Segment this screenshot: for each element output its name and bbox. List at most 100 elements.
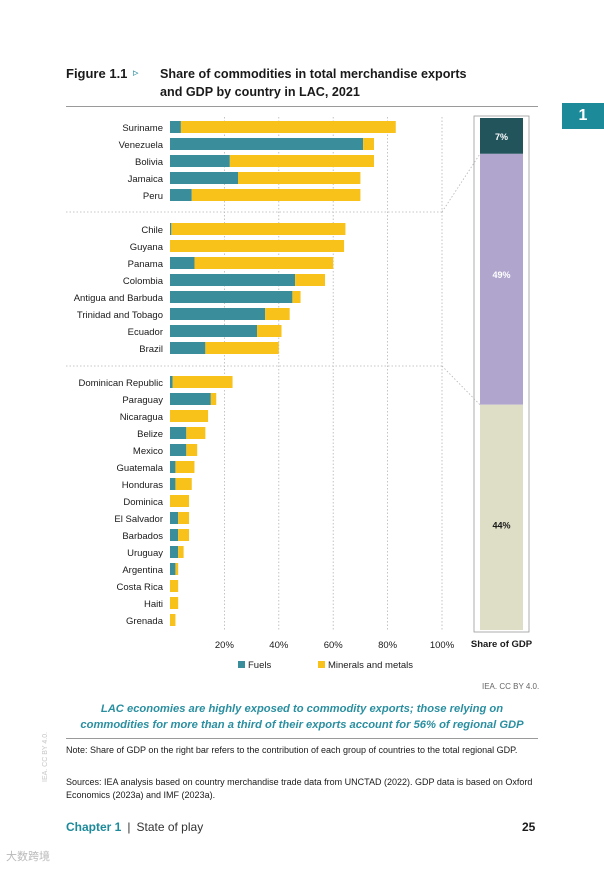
bar-minerals xyxy=(229,155,374,167)
x-tick-label: 40% xyxy=(269,640,289,651)
chart-source-note: IEA. CC BY 4.0. xyxy=(482,682,540,691)
bar-minerals xyxy=(205,342,279,354)
bar-minerals xyxy=(180,121,396,133)
legend-swatch-minerals xyxy=(318,661,325,668)
bar-minerals xyxy=(170,495,190,507)
gdp-share-segment xyxy=(480,118,523,154)
footer-separator: | xyxy=(127,820,131,834)
figure-title-line-1: Share of commodities in total merchandis… xyxy=(160,67,467,81)
bar-minerals xyxy=(178,529,190,541)
footer-chapter: Chapter 1 | State of play xyxy=(66,820,203,834)
category-label: Colombia xyxy=(123,276,164,287)
bar-minerals xyxy=(170,580,179,592)
x-tick-label: 100% xyxy=(430,640,455,651)
page-number: 25 xyxy=(522,820,536,834)
caption-divider xyxy=(66,738,538,739)
category-label: Barbados xyxy=(122,531,163,542)
watermark-logo: 大数跨境 xyxy=(6,851,50,863)
bar-minerals xyxy=(175,461,195,473)
bar-minerals xyxy=(257,325,282,337)
category-label: Panama xyxy=(128,259,164,270)
bar-minerals xyxy=(191,189,361,201)
category-label: Nicaragua xyxy=(120,412,164,423)
footer-chapter-label[interactable]: Chapter 1 xyxy=(66,820,122,834)
figure-caption: LAC economies are highly exposed to comm… xyxy=(66,701,538,733)
legend-label-minerals: Minerals and metals xyxy=(328,660,413,671)
top-divider xyxy=(66,106,538,107)
figure-note: Note: Share of GDP on the right bar refe… xyxy=(66,745,518,755)
category-label: Suriname xyxy=(122,123,163,134)
bar-minerals xyxy=(194,257,334,269)
bar-fuels xyxy=(170,325,258,337)
figure-sources: Sources: IEA analysis based on country m… xyxy=(66,777,533,800)
commodity-share-chart: 20% 40% 60% 80% 100% Suriname Venezuela Bolivia… xyxy=(66,115,533,671)
bar-fuels xyxy=(170,189,192,201)
bar-fuels xyxy=(170,563,176,575)
gdp-share-frame xyxy=(473,115,530,633)
bar-minerals xyxy=(178,512,190,524)
bar-fuels xyxy=(170,444,187,456)
bar-fuels xyxy=(170,512,179,524)
bar-minerals xyxy=(175,563,179,575)
figure-label: Figure 1.1 xyxy=(66,66,128,81)
bar-minerals xyxy=(238,172,361,184)
category-label: Honduras xyxy=(122,480,163,491)
bar-minerals xyxy=(178,546,184,558)
category-label: Dominican Republic xyxy=(79,378,164,389)
bar-fuels xyxy=(170,461,176,473)
gdp-share-label: 44% xyxy=(492,521,510,531)
bar-fuels xyxy=(170,376,173,388)
bar-minerals xyxy=(171,223,346,235)
bar-fuels xyxy=(170,155,230,167)
bar-fuels xyxy=(170,308,266,320)
category-label: Costa Rica xyxy=(117,582,164,593)
x-tick-label: 60% xyxy=(324,640,344,651)
figure-title: Share of commodities in total merchandis… xyxy=(160,65,480,101)
bar-fuels xyxy=(170,121,181,133)
category-label: Belize xyxy=(137,429,163,440)
caption-line-2: commodities for more than a third of the… xyxy=(80,719,524,731)
category-label: Chile xyxy=(141,225,163,236)
bar-minerals xyxy=(210,393,217,405)
category-label: Paraguay xyxy=(122,395,163,406)
bar-fuels xyxy=(170,478,176,490)
caption-line-1: LAC economies are highly exposed to comm… xyxy=(100,703,504,715)
bar-minerals xyxy=(170,240,345,252)
bar-minerals xyxy=(170,410,209,422)
bar-minerals xyxy=(292,291,301,303)
bar-fuels xyxy=(170,257,195,269)
bar-minerals xyxy=(363,138,374,150)
bar-fuels xyxy=(170,172,238,184)
bar-minerals xyxy=(186,427,206,439)
bar-fuels xyxy=(170,546,179,558)
category-label: Mexico xyxy=(133,446,163,457)
category-label: Ecuador xyxy=(128,327,163,338)
category-label: Grenada xyxy=(126,616,164,627)
chapter-tab[interactable]: 1 xyxy=(562,103,604,129)
category-label: Guatemala xyxy=(117,463,164,474)
bar-minerals xyxy=(265,308,290,320)
gdp-share-title: Share of GDP xyxy=(471,639,533,650)
category-label: Peru xyxy=(143,191,163,202)
category-label: Haiti xyxy=(144,599,163,610)
gdp-share-label: 49% xyxy=(492,270,510,280)
bar-fuels xyxy=(170,427,187,439)
bar-minerals xyxy=(170,597,179,609)
category-label: Trinidad and Tobago xyxy=(77,310,163,321)
bar-minerals xyxy=(170,614,176,626)
bar-fuels xyxy=(170,529,179,541)
category-label: Jamaica xyxy=(128,174,164,185)
bar-fuels xyxy=(170,393,211,405)
group-connector xyxy=(441,153,481,213)
x-tick-label: 80% xyxy=(378,640,398,651)
legend-swatch-fuels xyxy=(238,661,245,668)
category-label: Brazil xyxy=(139,344,163,355)
bar-minerals xyxy=(295,274,326,286)
category-label: El Salvador xyxy=(114,514,163,525)
footer-section: State of play xyxy=(136,820,204,834)
gdp-share-segment xyxy=(480,404,523,630)
category-label: Bolivia xyxy=(135,157,164,168)
gdp-share-label: 7% xyxy=(495,132,508,142)
x-tick-label: 20% xyxy=(215,640,235,651)
bar-minerals xyxy=(186,444,198,456)
